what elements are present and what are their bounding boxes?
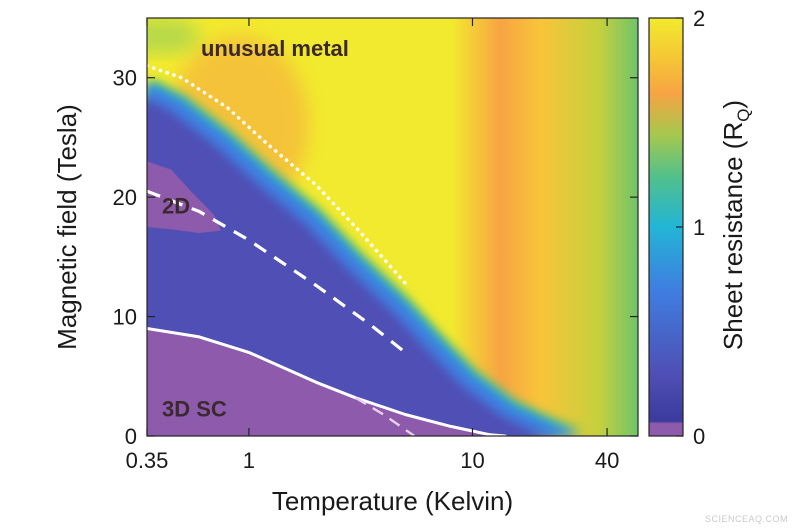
region-label: 3D SC: [162, 397, 227, 422]
region-label: unusual metal: [201, 36, 349, 61]
superconducting-region: [147, 328, 506, 436]
colorbar-label-main: Sheet resistance (R: [718, 122, 748, 350]
boundary-line-dashed-faint: [354, 396, 416, 436]
y-tick-label: 10: [113, 305, 137, 330]
boundary-line-dashed: [147, 189, 407, 354]
colorbar: 0 1 2: [648, 6, 705, 449]
x-axis: 0.35 1 10 40: [126, 18, 619, 473]
y-tick-label: 30: [113, 66, 137, 91]
region-labels: unusual metal 2D 3D SC: [162, 36, 349, 422]
colorbar-tick-label: 0: [693, 424, 705, 449]
colorbar-tick-label: 1: [693, 215, 705, 240]
plot-frame: [146, 17, 639, 437]
boundary-line-dotted: [147, 64, 408, 285]
colorbar-label: Sheet resistance (RQ): [718, 100, 753, 350]
region-label: 2D: [162, 194, 190, 219]
green-corner: [147, 18, 200, 54]
colorbar-label-close: ): [718, 100, 748, 109]
heatmap-area: [147, 18, 638, 436]
colorbar-label-sub: Q: [734, 109, 753, 122]
y-tick-label: 0: [125, 424, 137, 449]
y-axis: 0 10 20 30: [113, 66, 638, 449]
y-tick-label: 20: [113, 185, 137, 210]
x-axis-label: Temperature (Kelvin): [272, 486, 513, 516]
x-tick-label: 1: [243, 448, 255, 473]
y-axis-label: Magnetic field (Tesla): [52, 104, 82, 350]
x-tick-label: 40: [595, 448, 619, 473]
x-tick-label: 10: [460, 448, 484, 473]
watermark: SCIENCEAQ.COM: [704, 514, 788, 524]
colorbar-tick-label: 2: [693, 6, 705, 31]
x-tick-label: 0.35: [126, 448, 169, 473]
